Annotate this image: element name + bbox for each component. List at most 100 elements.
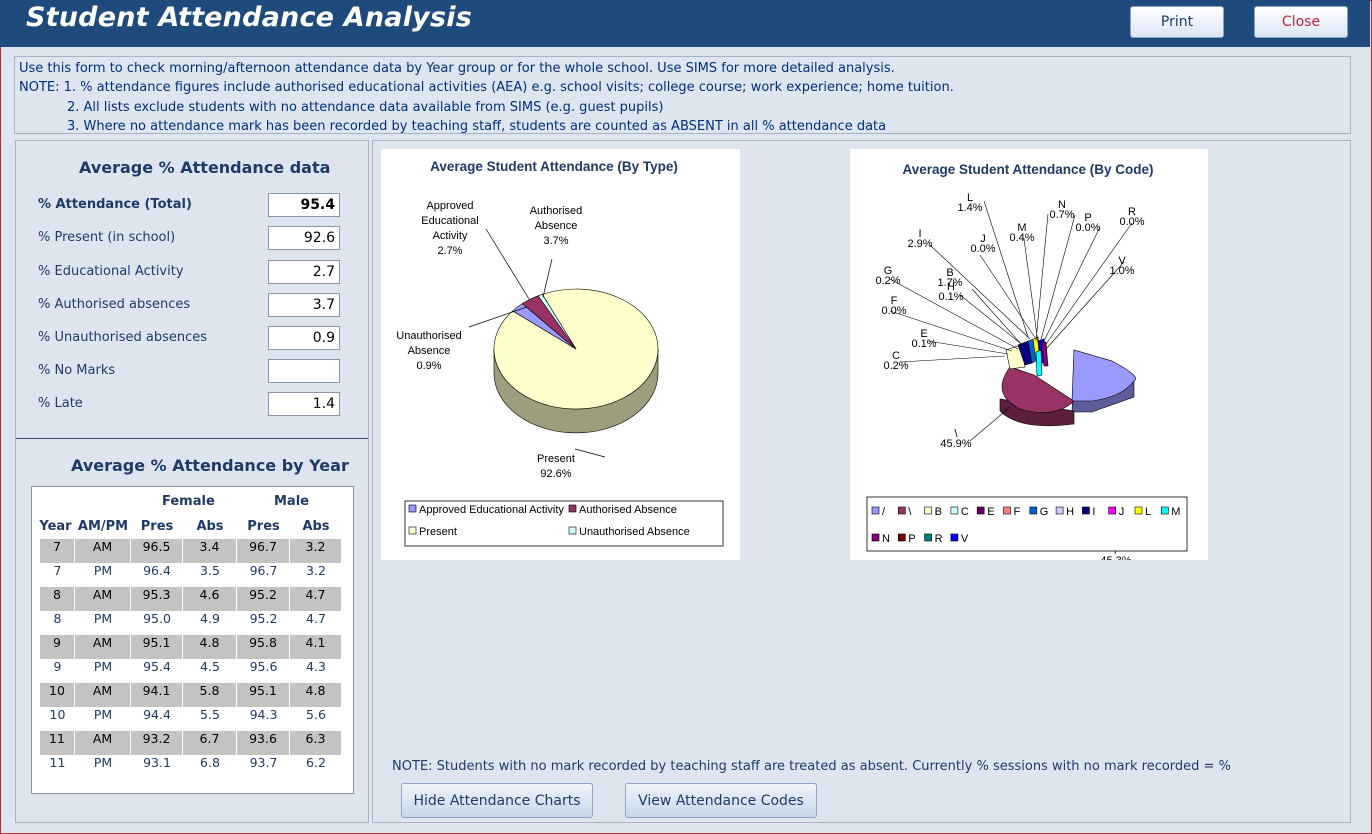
instruction-line-2: NOTE: 1. % attendance figures include au…: [19, 80, 954, 96]
table-row[interactable]: 9 AM 95.1 4.8 95.8 4.1: [40, 635, 342, 659]
table-row[interactable]: 11 AM 93.2 6.7 93.6 6.3: [40, 731, 342, 755]
hide-attendance-charts-button[interactable]: Hide Attendance Charts: [401, 783, 593, 818]
table-cell: PM: [93, 707, 113, 722]
legend-entry: G: [1040, 506, 1049, 518]
data-label: E 0.1%: [911, 328, 936, 350]
average-attendance-title: Average % Attendance data: [79, 158, 331, 177]
table-cell: 8: [53, 611, 62, 626]
chart-by-code-svg: Average Student Attendance (By Code)/45.…: [866, 162, 1188, 567]
no-mark-note: NOTE: Students with no mark recorded by …: [392, 759, 1231, 774]
table-row[interactable]: 10 AM 94.1 5.8 95.1 4.8: [40, 683, 342, 707]
legend-entry: E: [987, 506, 994, 518]
leader-line: [889, 278, 1019, 350]
table-cell: 10: [49, 707, 66, 722]
table-row[interactable]: 7 PM 96.4 3.5 96.7 3.2: [40, 563, 342, 587]
table-cell: 4.8: [183, 635, 237, 659]
legend-entry: L: [1145, 506, 1151, 518]
data-label: P 0.0%: [1075, 212, 1100, 234]
table-cell: 93.7: [249, 755, 278, 770]
table-row[interactable]: 11 PM 93.1 6.8 93.7 6.2: [40, 755, 342, 779]
table-cell: 6.7: [183, 731, 237, 755]
table-cell: 10: [40, 683, 75, 707]
pie-slice: [1001, 366, 1075, 413]
legend-entry: F: [1014, 506, 1021, 518]
table-cell: 93.1: [143, 755, 171, 770]
pie-slice: [537, 293, 577, 350]
data-label: C 0.2%: [883, 350, 908, 372]
leader-line: [1039, 214, 1076, 344]
summary-panel: [15, 140, 369, 823]
legend-swatch: [408, 504, 417, 513]
legend-swatch: [1029, 506, 1038, 515]
charts-panel: [372, 140, 1351, 823]
table-row[interactable]: 10 PM 94.4 5.5 94.3 5.6: [40, 707, 342, 731]
legend-swatch: [568, 526, 577, 535]
column-header: AM/PM: [77, 519, 129, 534]
legend-swatch: [1082, 506, 1090, 515]
leader-line: [927, 340, 1009, 355]
legend-entry: V: [961, 533, 969, 545]
table-row[interactable]: 7 AM 96.5 3.4 96.7 3.2: [40, 539, 342, 563]
column-header: Pres: [247, 519, 280, 534]
legend-entry: \: [908, 506, 912, 518]
table-cell: 9: [53, 659, 62, 674]
leader-line: [1045, 261, 1125, 350]
table-cell: 95.3: [131, 587, 183, 611]
table-cell: AM: [75, 731, 131, 755]
table-cell: 5.8: [183, 683, 237, 707]
table-cell: 7: [53, 563, 62, 578]
table-cell: 95.8: [237, 635, 290, 659]
table-row[interactable]: 9 PM 95.4 4.5 95.6 4.3: [40, 659, 342, 683]
window-title: Student Attendance Analysis: [26, 2, 472, 33]
data-label: \ 45.9%: [940, 428, 971, 450]
stat-value-field: 92.6: [268, 226, 340, 250]
chart-title: Average Student Attendance (By Code): [902, 162, 1153, 177]
table-cell: 96.5: [131, 539, 183, 563]
table-row[interactable]: 8 PM 95.0 4.9 95.2 4.7: [40, 611, 342, 635]
legend-entry: Present: [419, 526, 457, 538]
table-row[interactable]: 8 AM 95.3 4.6 95.2 4.7: [40, 587, 342, 611]
table-cell: PM: [93, 755, 113, 770]
close-button[interactable]: Close: [1254, 6, 1348, 38]
data-label: M 0.4%: [1009, 222, 1034, 244]
stat-value-field: [268, 359, 340, 383]
table-cell: 8: [40, 587, 75, 611]
chart-legend: [404, 500, 724, 547]
print-button[interactable]: Print: [1130, 6, 1224, 38]
leader-line: [1035, 213, 1049, 342]
leader-line: [1041, 226, 1101, 346]
data-label: Approved Educational Activity 2.7%: [421, 200, 479, 257]
table-cell: 94.1: [131, 683, 183, 707]
stat-value-field: 3.7: [268, 293, 340, 317]
leader-line: [983, 200, 1029, 338]
data-label: R 0.0%: [1119, 206, 1144, 228]
leader-line: [485, 228, 530, 300]
leader-line: [889, 310, 1013, 352]
table-cell: 96.4: [143, 563, 171, 578]
view-attendance-codes-button[interactable]: View Attendance Codes: [625, 783, 817, 818]
legend-swatch: [897, 533, 906, 542]
table-cell: 11: [49, 755, 66, 770]
data-label: B 1.7%: [937, 267, 962, 289]
pie-slice: [1071, 349, 1136, 402]
leader-line: [468, 306, 528, 328]
legend-entry: I: [1092, 506, 1095, 518]
table-cell: 95.4: [143, 659, 171, 674]
table-cell: 4.5: [200, 659, 220, 674]
legend-swatch: [1055, 506, 1064, 515]
table-cell: 96.7: [249, 563, 278, 578]
table-cell: AM: [75, 587, 131, 611]
table-cell: 94.4: [143, 707, 171, 722]
stat-label: % Present (in school): [38, 230, 176, 245]
table-cell: 95.6: [249, 659, 278, 674]
title-bar: Student Attendance Analysis Print Close: [0, 0, 1370, 47]
male-group-header: Male: [274, 494, 309, 509]
instruction-line-1: Use this form to check morning/afternoon…: [19, 61, 895, 76]
legend-swatch: [1003, 506, 1011, 515]
data-label: H 0.1%: [938, 281, 963, 303]
female-group-header: Female: [162, 494, 215, 509]
data-label: G 0.2%: [875, 265, 900, 287]
legend-entry: R: [935, 533, 943, 545]
attendance-by-year-title: Average % Attendance by Year: [71, 456, 349, 475]
legend-swatch: [1108, 506, 1117, 515]
